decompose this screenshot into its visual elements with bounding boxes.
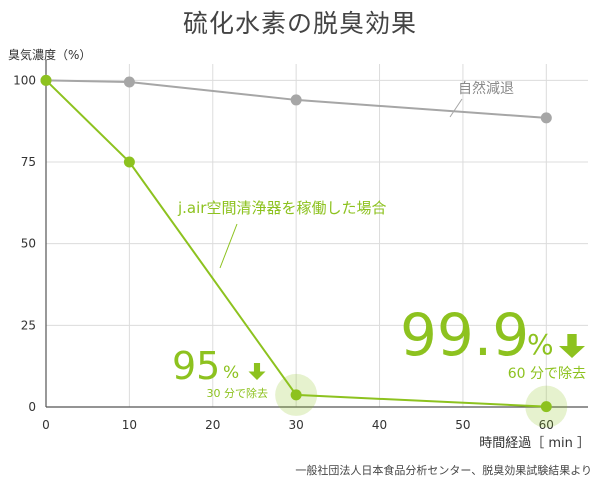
- y-tick-label-0: 0: [28, 400, 36, 414]
- y-tick-label-100: 100: [13, 73, 36, 87]
- data-point-jair-purifier-30: [290, 389, 302, 401]
- series-label-leader-jair: [219, 223, 238, 269]
- x-tick-label-50: 50: [455, 418, 470, 432]
- callout-unit-95: %: [223, 363, 239, 383]
- x-axis-label: 時間経過［ min ］: [479, 436, 590, 451]
- x-tick-label-40: 40: [372, 418, 387, 432]
- data-point-natural-decay-10: [123, 76, 135, 88]
- data-point-jair-purifier-0: [40, 74, 52, 86]
- callout-caption-30min: 30 分で除去: [207, 386, 269, 400]
- down-arrow-icon: [248, 363, 266, 380]
- callout-value-95: 95: [172, 344, 220, 388]
- axes: [45, 60, 588, 408]
- data-point-jair-purifier-60: [540, 401, 552, 413]
- y-tick-label-25: 25: [21, 318, 36, 332]
- x-tick-label-10: 10: [122, 418, 137, 432]
- x-tick-label-60: 60: [539, 418, 554, 432]
- series-line-jair-purifier: [45, 79, 547, 408]
- callout-value-99-9: 99.9: [400, 301, 529, 369]
- grid: [46, 64, 588, 407]
- series-line-natural-decay: [45, 79, 547, 119]
- x-tick-label-20: 20: [205, 418, 220, 432]
- series: [40, 74, 568, 428]
- data-point-natural-decay-30: [290, 94, 302, 106]
- callout-caption-60min: 60 分で除去: [508, 366, 586, 382]
- y-axis-label: 臭気濃度（%）: [8, 48, 92, 62]
- series-label-jair: j.air空間清浄器を稼働した場合: [177, 199, 386, 217]
- series-label-leader-natural-decay: [449, 98, 463, 118]
- data-point-natural-decay-60: [540, 112, 552, 124]
- y-tick-label-75: 75: [21, 155, 36, 169]
- down-arrow-icon: [559, 334, 585, 358]
- x-tick-label-0: 0: [42, 418, 50, 432]
- x-tick-label-30: 30: [289, 418, 304, 432]
- y-tick-label-50: 50: [21, 237, 36, 251]
- tick-labels: 0 25 50 75 100 0 10 20 30 40 50 60: [13, 73, 554, 432]
- annotations: 自然減退 j.air空間清浄器を稼働した場合 95 % 30 分で除去 99.9% 60 分…: [172, 80, 586, 400]
- callout-unit-99-9: %: [527, 328, 554, 361]
- data-point-jair-purifier-10: [123, 156, 135, 168]
- chart-title: 硫化水素の脱臭効果: [182, 9, 417, 38]
- source-note: 一般社団法人日本食品分析センター、脱臭効果試験結果より: [295, 464, 592, 477]
- series-label-natural-decay: 自然減退: [458, 80, 514, 97]
